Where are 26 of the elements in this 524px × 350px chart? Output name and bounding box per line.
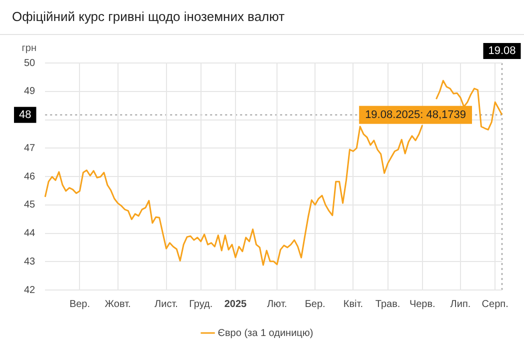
y-tick-label: 42	[24, 284, 36, 296]
x-tick-label: Лют.	[266, 298, 288, 310]
x-tick-label: Вер.	[69, 298, 90, 310]
y-tick-label: 44	[24, 228, 36, 239]
x-tick-label: 2025	[224, 298, 248, 310]
x-tick-label: Груд.	[189, 298, 213, 310]
y-tick-label: 50	[24, 58, 36, 69]
x-tick-label: Лист.	[154, 298, 178, 310]
x-tick-label: Лип.	[450, 298, 471, 310]
annotation: 19.08.2025: 48,1739	[365, 108, 466, 121]
legend-label: Євро (за 1 одиницю)	[218, 328, 314, 339]
y-tick-label: 46	[24, 171, 36, 182]
chart-title: Офіційний курс гривні щодо іноземних валют	[0, 0, 524, 35]
y-tick-label: 49	[24, 86, 36, 98]
text: 19.08	[488, 45, 516, 58]
ref-line-label: 48	[19, 108, 32, 121]
y-tick-label: 43	[24, 256, 36, 268]
y-tick-label: 45	[24, 200, 36, 211]
x-tick-label: Бер.	[304, 298, 326, 310]
y-tick-label: 47	[24, 142, 36, 154]
x-tick-label: Квіт.	[343, 298, 363, 310]
y-axis-title: грн	[22, 42, 36, 54]
x-tick-label: Серп.	[482, 298, 508, 310]
x-tick-label: Черв.	[409, 298, 436, 310]
x-tick-label: Трав.	[375, 298, 400, 310]
x-tick-label: Жовт.	[104, 298, 131, 310]
